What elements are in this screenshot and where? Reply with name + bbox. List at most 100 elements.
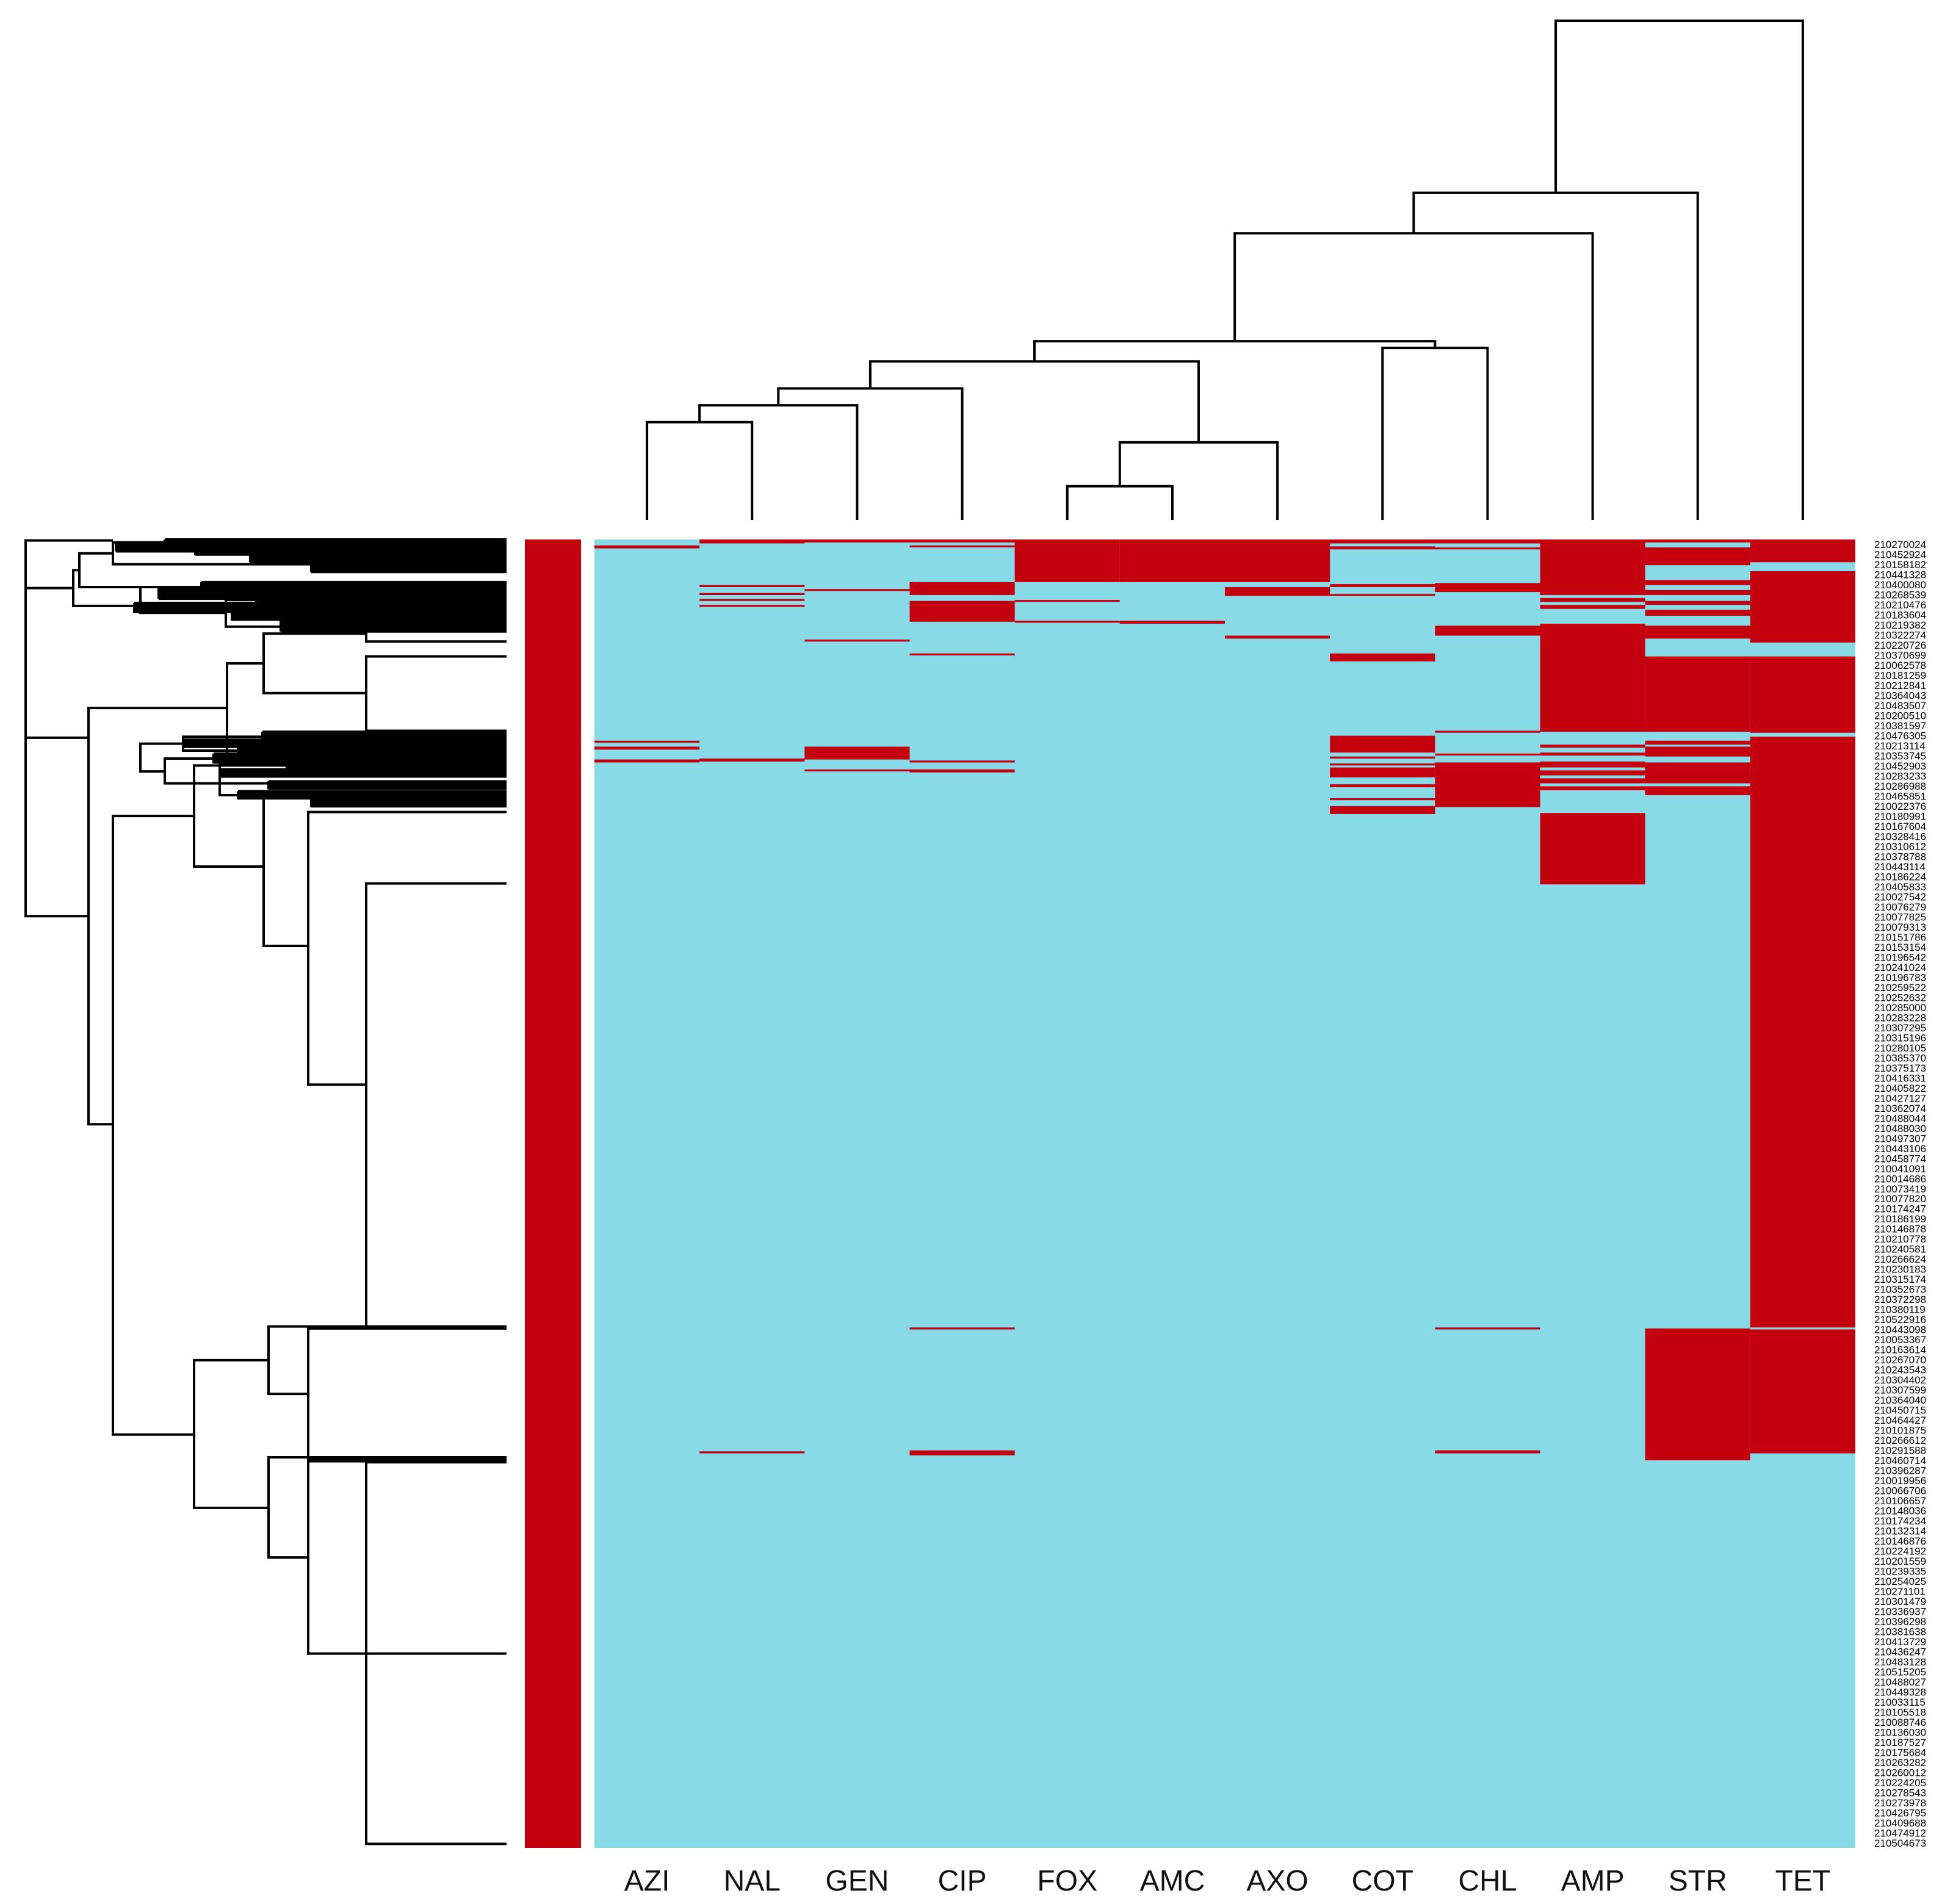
row-label: 210441328 xyxy=(1874,569,1926,581)
row-label: 210220726 xyxy=(1874,640,1926,651)
heatmap-cell-block xyxy=(804,769,910,772)
heatmap-cell-block xyxy=(699,593,805,595)
row-label: 210460714 xyxy=(1874,1455,1926,1466)
heatmap-cell-block xyxy=(1540,761,1645,768)
heatmap-cell-block xyxy=(1645,740,1750,745)
column-dendrogram-link xyxy=(868,360,1200,442)
row-label: 210243543 xyxy=(1874,1365,1926,1376)
row-label: 210076279 xyxy=(1874,901,1926,913)
row-label: 210443106 xyxy=(1874,1143,1926,1155)
heatmap-cell-block xyxy=(1330,784,1435,788)
column-dendrogram-link xyxy=(1066,485,1174,520)
heatmap-cell-block xyxy=(909,539,1015,543)
row-label: 210268539 xyxy=(1874,590,1926,601)
row-label: 210252632 xyxy=(1874,992,1926,1003)
row-label: 210426795 xyxy=(1874,1807,1926,1819)
row-label: 210400080 xyxy=(1874,579,1926,591)
row-label: 210450715 xyxy=(1874,1405,1926,1416)
column-label: TET xyxy=(1775,1865,1831,1897)
heatmap-cell-block xyxy=(804,640,910,642)
row-label: 210212841 xyxy=(1874,680,1926,691)
row-label: 210213114 xyxy=(1874,740,1926,752)
heatmap-cell-block xyxy=(1330,546,1435,550)
row-label: 210106657 xyxy=(1874,1495,1926,1507)
row-label: 210278543 xyxy=(1874,1787,1926,1798)
heatmap-cell-block xyxy=(1330,539,1435,544)
row-label: 210136030 xyxy=(1874,1726,1926,1738)
row-label: 210077825 xyxy=(1874,911,1926,923)
row-label: 210101875 xyxy=(1874,1425,1926,1437)
heatmap-cell-block xyxy=(1540,813,1645,885)
row-label: 210375173 xyxy=(1874,1062,1926,1074)
row-label: 210163614 xyxy=(1874,1344,1926,1356)
heatmap-cell-block xyxy=(1645,580,1750,585)
row-label: 210452924 xyxy=(1874,549,1926,561)
row-label: 210427127 xyxy=(1874,1092,1926,1104)
row-label: 210443098 xyxy=(1874,1324,1926,1336)
row-label: 210443114 xyxy=(1874,861,1926,873)
row-label: 210105518 xyxy=(1874,1706,1926,1718)
column-label: CIP xyxy=(938,1865,987,1897)
row-label: 210019956 xyxy=(1874,1475,1926,1487)
row-label: 210183604 xyxy=(1874,610,1926,621)
heatmap-cell-block xyxy=(594,746,700,750)
heatmap-cell-block xyxy=(1330,653,1435,662)
row-label: 210210778 xyxy=(1874,1233,1926,1245)
column-label: GEN xyxy=(825,1865,889,1897)
row-label: 210476305 xyxy=(1874,730,1926,742)
heatmap-cell-block xyxy=(1330,767,1435,777)
column-dendrogram-link xyxy=(1381,347,1489,520)
row-label: 210181259 xyxy=(1874,670,1926,682)
row-label: 210381638 xyxy=(1874,1626,1926,1637)
heatmap-cell-block xyxy=(699,1451,805,1454)
row-label: 210372298 xyxy=(1874,1294,1926,1305)
row-label: 210259522 xyxy=(1874,982,1926,993)
heatmap-cell-block xyxy=(1540,778,1645,784)
row-label: 210174247 xyxy=(1874,1203,1926,1215)
heatmap-cell-block xyxy=(1645,590,1750,595)
row-label: 210353745 xyxy=(1874,751,1926,762)
row-label: 210364040 xyxy=(1874,1394,1926,1406)
heatmap-cell-block xyxy=(909,760,1015,763)
row-label: 210224205 xyxy=(1874,1777,1926,1789)
row-label: 210378788 xyxy=(1874,851,1926,863)
row-label: 210174234 xyxy=(1874,1515,1926,1527)
heatmap-cell-block xyxy=(909,769,1015,773)
heatmap-cell-block xyxy=(1540,539,1645,595)
column-label: CHL xyxy=(1458,1865,1517,1897)
row-dendrogram-link xyxy=(307,810,507,1086)
heatmap-cell-block xyxy=(1225,635,1330,639)
heatmap-cell-block xyxy=(699,758,805,762)
row-label: 210186224 xyxy=(1874,871,1926,882)
row-label: 210291588 xyxy=(1874,1445,1926,1457)
heatmap-cell-block xyxy=(909,582,1015,595)
row-label: 210201559 xyxy=(1874,1556,1926,1567)
row-label: 210283233 xyxy=(1874,771,1926,782)
row-label: 210022376 xyxy=(1874,801,1926,812)
row-label: 210405833 xyxy=(1874,881,1926,893)
row-dendrogram-link xyxy=(139,742,183,773)
row-label: 210304402 xyxy=(1874,1374,1926,1386)
row-label: 210283228 xyxy=(1874,1012,1926,1023)
column-label: FOX xyxy=(1037,1865,1097,1897)
row-label: 210077820 xyxy=(1874,1193,1926,1205)
heatmap-cell-block xyxy=(1645,600,1750,605)
heatmap-cell-block xyxy=(1750,1329,1855,1454)
heatmap-cell-block xyxy=(1014,621,1120,623)
heatmap-cell-block xyxy=(1330,798,1435,801)
row-label: 210364043 xyxy=(1874,690,1926,702)
heatmap-cell-block xyxy=(1750,571,1855,643)
heatmap-cell-block xyxy=(1750,737,1855,1328)
heatmap-cell-block xyxy=(909,1450,1015,1455)
row-label: 210132314 xyxy=(1874,1525,1926,1537)
heatmap-cell-block xyxy=(1540,597,1645,602)
column-label: NAL xyxy=(724,1865,781,1897)
row-label: 210380119 xyxy=(1874,1304,1926,1316)
heatmap-cell-block xyxy=(699,605,805,607)
heatmap-cell-block xyxy=(804,746,910,760)
row-label: 210260012 xyxy=(1874,1767,1926,1778)
heatmap-cell-block xyxy=(1119,539,1225,582)
row-label: 210224192 xyxy=(1874,1545,1926,1557)
heatmap-cell-block xyxy=(909,653,1015,656)
row-label: 210158182 xyxy=(1874,559,1926,571)
